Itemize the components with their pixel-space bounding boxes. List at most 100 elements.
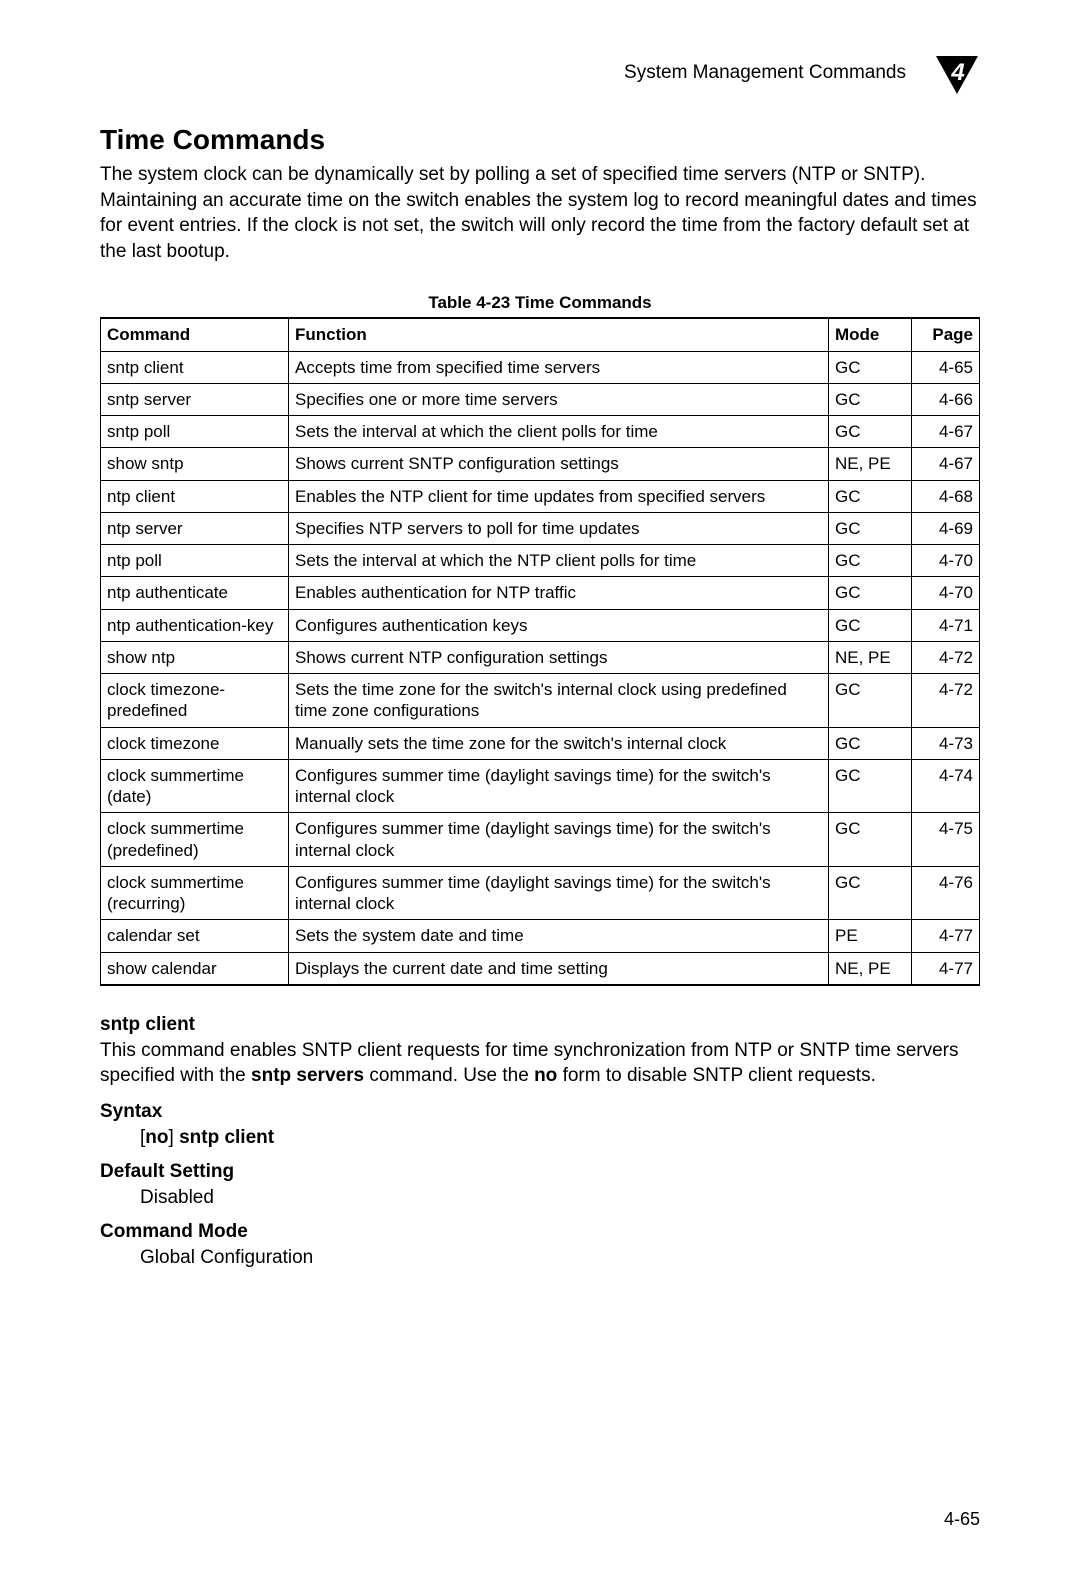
cell-command: clock timezone-predefined xyxy=(101,674,289,728)
table-row: show ntpShows current NTP configuration … xyxy=(101,641,980,673)
cell-page: 4-77 xyxy=(912,952,980,985)
cell-command: sntp client xyxy=(101,351,289,383)
syntax-label: Syntax xyxy=(100,1101,980,1123)
table-caption: Table 4-23 Time Commands xyxy=(100,293,980,313)
table-row: clock timezone-predefinedSets the time z… xyxy=(101,674,980,728)
cell-command: ntp server xyxy=(101,512,289,544)
table-row: sntp clientAccepts time from specified t… xyxy=(101,351,980,383)
command-description: This command enables SNTP client request… xyxy=(100,1038,980,1089)
cell-mode: NE, PE xyxy=(829,952,912,985)
desc-part-2: command. Use the xyxy=(364,1065,534,1086)
command-mode-label: Command Mode xyxy=(100,1221,980,1243)
cell-function: Shows current NTP configuration settings xyxy=(289,641,829,673)
cell-page: 4-67 xyxy=(912,448,980,480)
cell-page: 4-77 xyxy=(912,920,980,952)
cell-function: Shows current SNTP configuration setting… xyxy=(289,448,829,480)
cell-page: 4-72 xyxy=(912,674,980,728)
table-row: clock timezoneManually sets the time zon… xyxy=(101,727,980,759)
chapter-number-icon: 4 xyxy=(934,50,980,96)
col-mode: Mode xyxy=(829,318,912,352)
cell-page: 4-76 xyxy=(912,866,980,920)
cell-function: Sets the time zone for the switch's inte… xyxy=(289,674,829,728)
section-header-text: System Management Commands xyxy=(624,62,906,84)
syntax-bracket-close: ] xyxy=(169,1127,180,1148)
cell-mode: GC xyxy=(829,866,912,920)
cell-page: 4-74 xyxy=(912,759,980,813)
cell-page: 4-68 xyxy=(912,480,980,512)
desc-part-3: form to disable SNTP client requests. xyxy=(557,1065,876,1086)
cell-mode: GC xyxy=(829,674,912,728)
cell-command: show sntp xyxy=(101,448,289,480)
cell-command: sntp server xyxy=(101,383,289,415)
cell-command: sntp poll xyxy=(101,416,289,448)
cell-mode: GC xyxy=(829,813,912,867)
col-function: Function xyxy=(289,318,829,352)
table-row: clock summertime (predefined)Configures … xyxy=(101,813,980,867)
table-row: show calendarDisplays the current date a… xyxy=(101,952,980,985)
section-title: Time Commands xyxy=(100,124,980,156)
cell-command: ntp poll xyxy=(101,545,289,577)
cell-function: Accepts time from specified time servers xyxy=(289,351,829,383)
cell-mode: GC xyxy=(829,727,912,759)
table-row: ntp serverSpecifies NTP servers to poll … xyxy=(101,512,980,544)
cell-mode: GC xyxy=(829,383,912,415)
cell-function: Configures summer time (daylight savings… xyxy=(289,759,829,813)
cell-mode: GC xyxy=(829,512,912,544)
cell-mode: NE, PE xyxy=(829,448,912,480)
cell-page: 4-70 xyxy=(912,577,980,609)
cell-function: Configures summer time (daylight savings… xyxy=(289,866,829,920)
chapter-number: 4 xyxy=(950,59,964,86)
cell-command: show ntp xyxy=(101,641,289,673)
cell-command: clock summertime (recurring) xyxy=(101,866,289,920)
cell-function: Configures authentication keys xyxy=(289,609,829,641)
cell-command: calendar set xyxy=(101,920,289,952)
cell-mode: GC xyxy=(829,545,912,577)
table-row: clock summertime (date)Configures summer… xyxy=(101,759,980,813)
cell-page: 4-71 xyxy=(912,609,980,641)
default-setting-value: Disabled xyxy=(140,1187,980,1209)
cell-function: Sets the interval at which the NTP clien… xyxy=(289,545,829,577)
table-body: sntp clientAccepts time from specified t… xyxy=(101,351,980,985)
table-row: ntp authentication-keyConfigures authent… xyxy=(101,609,980,641)
cell-function: Displays the current date and time setti… xyxy=(289,952,829,985)
desc-bold-2: no xyxy=(534,1065,557,1086)
cell-page: 4-75 xyxy=(912,813,980,867)
time-commands-table: Command Function Mode Page sntp clientAc… xyxy=(100,317,980,986)
col-command: Command xyxy=(101,318,289,352)
cell-command: clock summertime (predefined) xyxy=(101,813,289,867)
cell-mode: GC xyxy=(829,577,912,609)
default-setting-label: Default Setting xyxy=(100,1161,980,1183)
table-header-row: Command Function Mode Page xyxy=(101,318,980,352)
cell-mode: GC xyxy=(829,480,912,512)
table-row: show sntpShows current SNTP configuratio… xyxy=(101,448,980,480)
cell-mode: PE xyxy=(829,920,912,952)
cell-mode: GC xyxy=(829,759,912,813)
cell-function: Manually sets the time zone for the swit… xyxy=(289,727,829,759)
page-header: System Management Commands 4 xyxy=(100,50,980,96)
cell-function: Enables the NTP client for time updates … xyxy=(289,480,829,512)
cell-function: Sets the system date and time xyxy=(289,920,829,952)
command-mode-value: Global Configuration xyxy=(140,1247,980,1269)
table-row: clock summertime (recurring)Configures s… xyxy=(101,866,980,920)
cell-command: show calendar xyxy=(101,952,289,985)
cell-page: 4-72 xyxy=(912,641,980,673)
cell-page: 4-73 xyxy=(912,727,980,759)
document-page: System Management Commands 4 Time Comman… xyxy=(0,0,1080,1570)
cell-function: Specifies one or more time servers xyxy=(289,383,829,415)
desc-bold-1: sntp servers xyxy=(251,1065,364,1086)
cell-mode: GC xyxy=(829,609,912,641)
table-header: Command Function Mode Page xyxy=(101,318,980,352)
cell-page: 4-65 xyxy=(912,351,980,383)
col-page: Page xyxy=(912,318,980,352)
table-row: ntp authenticateEnables authentication f… xyxy=(101,577,980,609)
cell-command: clock summertime (date) xyxy=(101,759,289,813)
table-row: calendar setSets the system date and tim… xyxy=(101,920,980,952)
cell-page: 4-67 xyxy=(912,416,980,448)
table-row: sntp pollSets the interval at which the … xyxy=(101,416,980,448)
cell-page: 4-66 xyxy=(912,383,980,415)
table-row: ntp pollSets the interval at which the N… xyxy=(101,545,980,577)
table-row: ntp clientEnables the NTP client for tim… xyxy=(101,480,980,512)
cell-page: 4-70 xyxy=(912,545,980,577)
cell-mode: GC xyxy=(829,351,912,383)
command-name-heading: sntp client xyxy=(100,1014,980,1036)
